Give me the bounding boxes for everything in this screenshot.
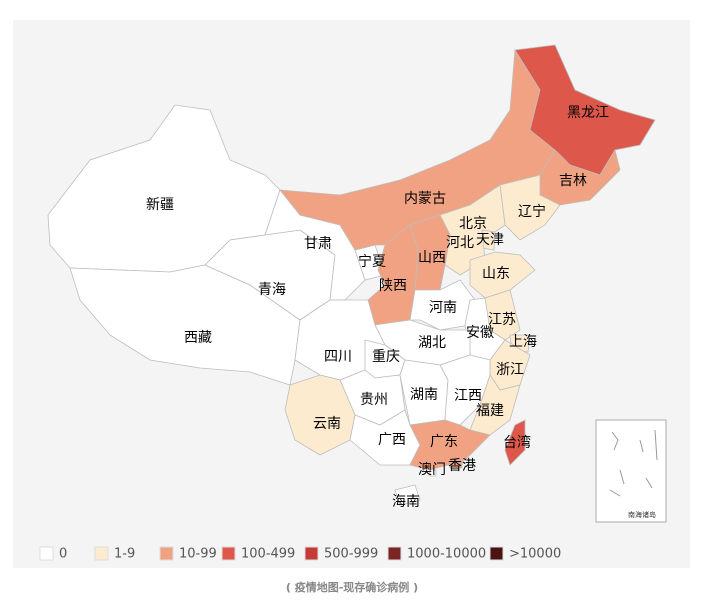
province-label: 宁夏 bbox=[358, 253, 386, 270]
province-label: 台湾 bbox=[503, 434, 531, 451]
legend-label: 1-9 bbox=[114, 547, 135, 562]
province-label: 湖南 bbox=[410, 387, 438, 403]
province-label: 河北 bbox=[446, 235, 474, 251]
province-label: 北京 bbox=[459, 216, 487, 232]
province-label: 贵州 bbox=[360, 392, 388, 408]
province bbox=[469, 251, 536, 299]
province bbox=[504, 419, 526, 466]
province-label: 云南 bbox=[313, 416, 341, 432]
inset-box bbox=[595, 419, 667, 523]
province-label: 湖北 bbox=[418, 335, 446, 351]
province-label: 浙江 bbox=[496, 362, 524, 378]
province-label: 安徽 bbox=[466, 325, 494, 341]
province-label: 海南 bbox=[392, 494, 420, 510]
province-label: 新疆 bbox=[146, 197, 174, 213]
province bbox=[449, 459, 463, 469]
province bbox=[69, 264, 301, 386]
province bbox=[429, 469, 437, 477]
province-label: 山西 bbox=[418, 250, 446, 266]
province-label: 河南 bbox=[429, 300, 457, 316]
province-label: 广西 bbox=[378, 432, 406, 448]
legend-label: 1000-10000 bbox=[407, 547, 486, 562]
province-label: 天津 bbox=[476, 232, 504, 248]
province-label: 广东 bbox=[430, 434, 458, 450]
inset-label: 南海诸岛 bbox=[628, 510, 656, 519]
caption: ( 疫情地图-现存确诊病例 ) bbox=[286, 580, 418, 594]
legend-label: 0 bbox=[59, 547, 67, 562]
province-label: 上海 bbox=[509, 334, 537, 350]
province-label: 青海 bbox=[258, 282, 286, 298]
legend-swatch bbox=[489, 546, 504, 561]
legend-label: 10-99 bbox=[179, 547, 217, 562]
province-label: 吉林 bbox=[559, 173, 587, 189]
legend-label: >10000 bbox=[509, 547, 561, 562]
province-label: 福建 bbox=[476, 403, 504, 419]
province-label: 黑龙江 bbox=[567, 105, 609, 121]
legend-swatch bbox=[304, 546, 319, 561]
province-label: 香港 bbox=[448, 458, 476, 474]
legend-swatch bbox=[221, 546, 236, 561]
province-label: 山东 bbox=[482, 266, 510, 282]
province-label: 西藏 bbox=[184, 330, 212, 346]
province-label: 澳门 bbox=[418, 462, 446, 478]
legend-swatch bbox=[387, 546, 402, 561]
legend-swatch bbox=[159, 546, 174, 561]
legend-label: 100-499 bbox=[241, 547, 295, 562]
legend-swatch bbox=[39, 546, 54, 561]
province-label: 江西 bbox=[454, 388, 482, 404]
province-label: 陕西 bbox=[379, 278, 407, 294]
province-label: 内蒙古 bbox=[404, 191, 446, 207]
province-label: 重庆 bbox=[372, 349, 400, 365]
province-label: 江苏 bbox=[488, 312, 516, 328]
province bbox=[499, 174, 561, 241]
province-label: 辽宁 bbox=[518, 203, 546, 220]
inset-islands bbox=[609, 429, 658, 497]
province-label: 四川 bbox=[324, 349, 352, 365]
legend-label: 500-999 bbox=[324, 547, 378, 562]
province-label: 甘肃 bbox=[304, 236, 332, 252]
province bbox=[409, 419, 491, 471]
legend-swatch bbox=[94, 546, 109, 561]
province bbox=[394, 484, 421, 506]
